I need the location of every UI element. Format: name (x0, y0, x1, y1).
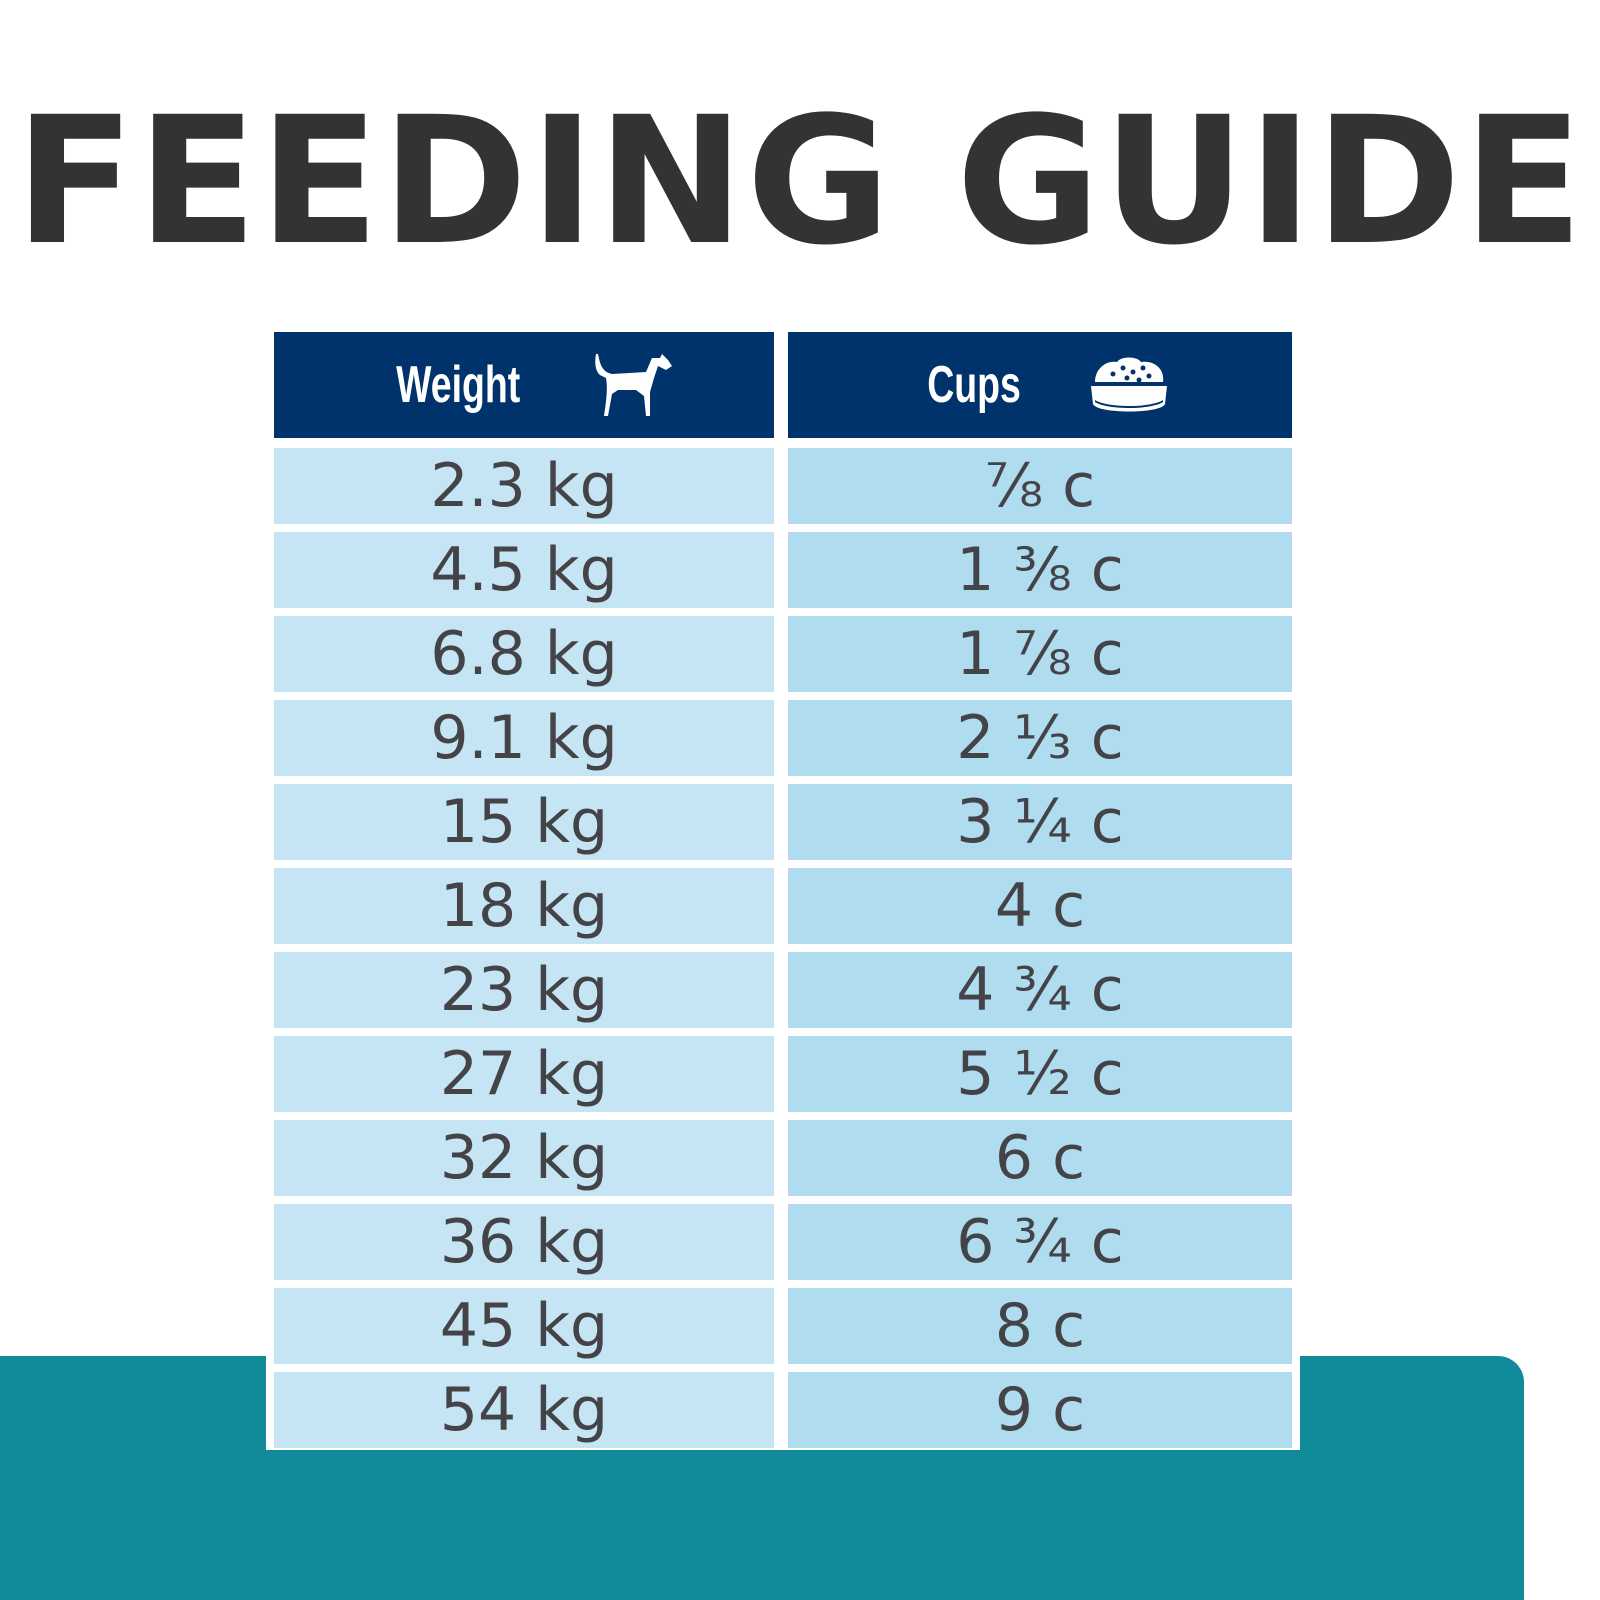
weight-cell: 27 kg (274, 1036, 774, 1112)
cups-cell: 2 ⅓ c (788, 700, 1292, 776)
header-cups: Cups (788, 332, 1292, 438)
weight-cell: 54 kg (274, 1372, 774, 1448)
weight-cell: 4.5 kg (274, 532, 774, 608)
cups-cell: 9 c (788, 1372, 1292, 1448)
weight-cell: 15 kg (274, 784, 774, 860)
cups-cell: 1 ⅜ c (788, 532, 1292, 608)
cups-cell: 4 ¾ c (788, 952, 1292, 1028)
dog-icon (595, 354, 673, 416)
cups-cell: 8 c (788, 1288, 1292, 1364)
weight-cell: 2.3 kg (274, 448, 774, 524)
cups-cell: 6 c (788, 1120, 1292, 1196)
weight-cell: 32 kg (274, 1120, 774, 1196)
weight-cell: 9.1 kg (274, 700, 774, 776)
cups-cell: 5 ½ c (788, 1036, 1292, 1112)
weight-cell: 23 kg (274, 952, 774, 1028)
header-weight-label: Weight (395, 356, 521, 414)
cups-cell: 1 ⅞ c (788, 616, 1292, 692)
weight-cell: 6.8 kg (274, 616, 774, 692)
cups-cell: 6 ¾ c (788, 1204, 1292, 1280)
page-title: FEEDING GUIDE (14, 79, 1586, 284)
cups-cell: ⅞ c (788, 448, 1292, 524)
weight-cell: 45 kg (274, 1288, 774, 1364)
weight-cell: 36 kg (274, 1204, 774, 1280)
cups-cell: 3 ¼ c (788, 784, 1292, 860)
weight-cell: 18 kg (274, 868, 774, 944)
cups-cell: 4 c (788, 868, 1292, 944)
food-bowl-icon (1091, 357, 1167, 412)
header-cups-label: Cups (927, 356, 1021, 414)
header-weight: Weight (274, 332, 774, 438)
feeding-table: Weight Cups 2.3 kg ⅞ c 4.5 kg 1 ⅜ c 6.8 kg… (266, 326, 1300, 1450)
